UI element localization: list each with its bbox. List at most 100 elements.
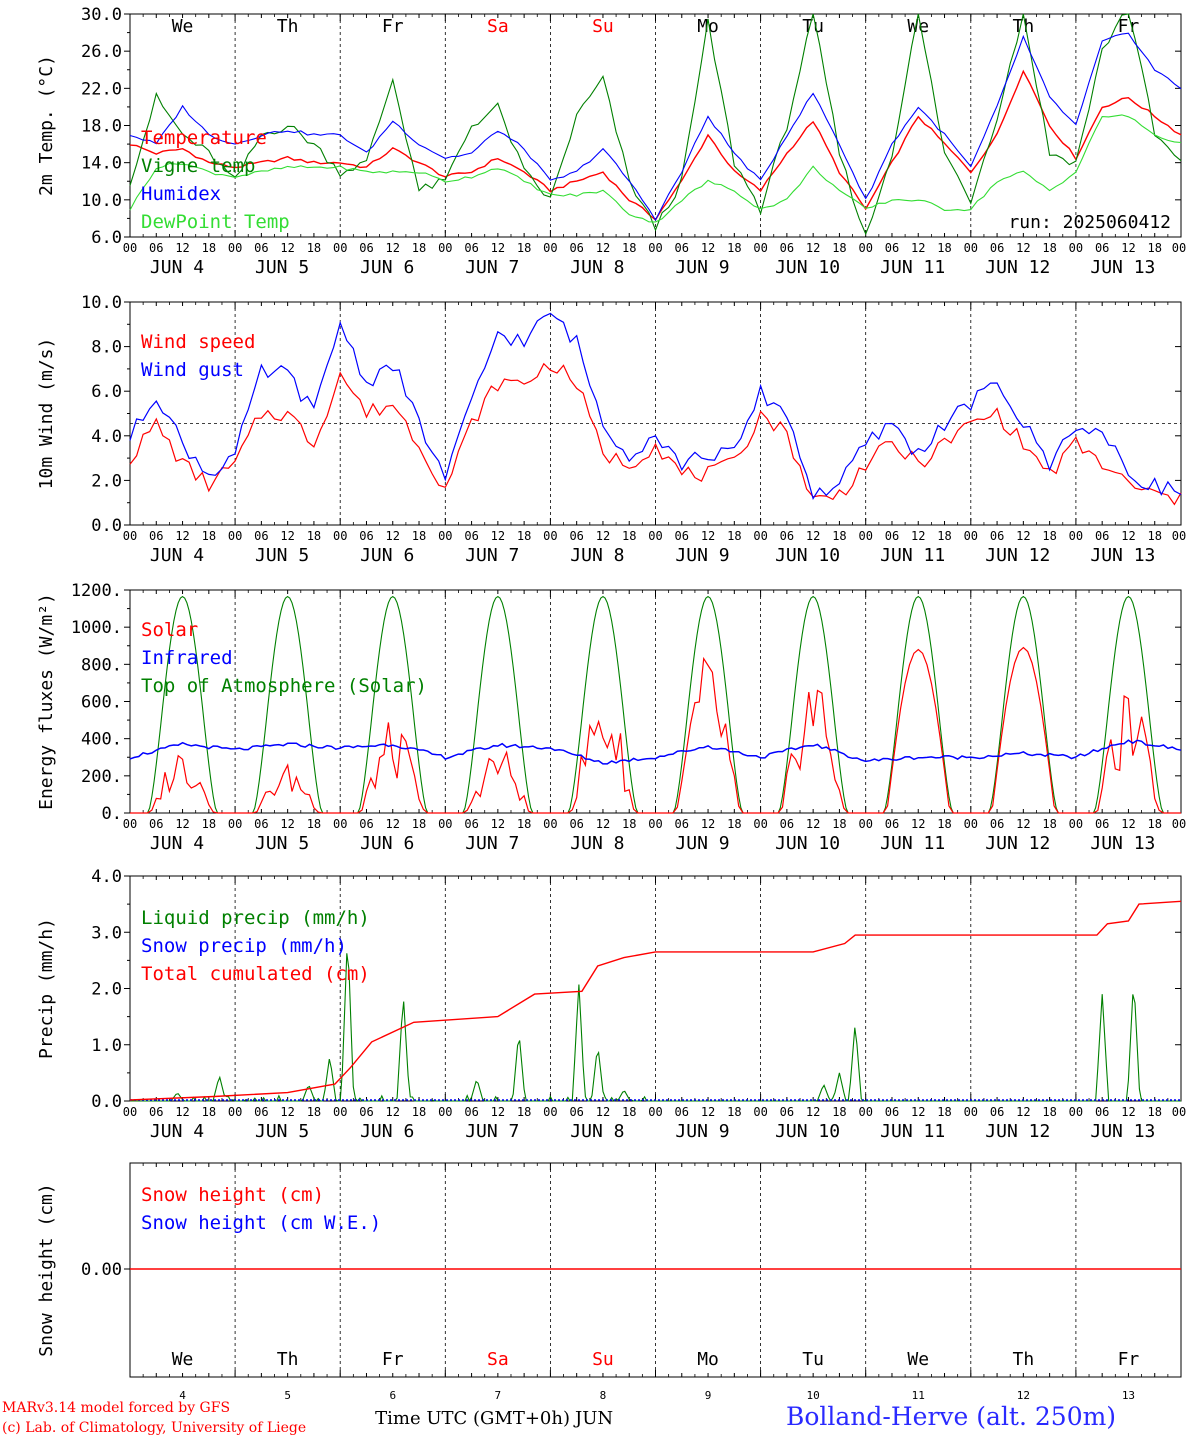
legend-entry: Humidex — [141, 183, 221, 205]
hour-tick-label: 12 — [701, 241, 715, 255]
hour-tick-label: 06 — [885, 241, 899, 255]
y-tick-label: 26.0 — [81, 42, 122, 62]
date-label: JUN 13 — [1090, 833, 1155, 854]
hour-tick-label: 12 — [1121, 241, 1135, 255]
hour-tick-label: 18 — [1042, 241, 1056, 255]
hour-tick-label: 00 — [648, 241, 662, 255]
hour-tick-label: 00 — [1172, 241, 1186, 255]
hour-tick-label: 00 — [333, 1105, 347, 1119]
date-label: JUN 12 — [985, 833, 1050, 854]
hour-tick-label: 00 — [648, 1105, 662, 1119]
hour-tick-label: 12 — [596, 817, 610, 831]
y-tick-label: 400. — [81, 730, 122, 750]
hour-tick-label: 18 — [517, 1105, 531, 1119]
date-label: JUN 13 — [1090, 1121, 1155, 1142]
hour-tick-label: 12 — [701, 529, 715, 543]
hour-tick-label: 06 — [675, 241, 689, 255]
date-label: JUN 11 — [880, 545, 945, 566]
day-number: 5 — [284, 1389, 291, 1402]
hour-tick-label: 06 — [149, 529, 163, 543]
hour-tick-label: 00 — [753, 817, 767, 831]
hour-tick-label: 06 — [149, 817, 163, 831]
solar-line — [130, 646, 1181, 814]
hour-tick-label: 18 — [307, 241, 321, 255]
hour-tick-label: 18 — [202, 817, 216, 831]
panel-frame-2 — [129, 301, 1182, 526]
hour-tick-label: 18 — [727, 241, 741, 255]
hour-tick-label: 00 — [333, 241, 347, 255]
hour-tick-label: 18 — [1147, 241, 1161, 255]
hour-tick-label: 18 — [937, 241, 951, 255]
lab-credit: (c) Lab. of Climatology, University of L… — [2, 1420, 307, 1436]
temp-series-2 — [129, 32, 1182, 222]
hour-tick-label: 06 — [464, 1105, 478, 1119]
hour-tick-label: 00 — [333, 817, 347, 831]
hour-tick-label: 18 — [517, 817, 531, 831]
date-label: JUN 5 — [255, 833, 309, 854]
legend-entry: Snow height (cm W.E.) — [141, 1212, 381, 1234]
hour-tick-label: 12 — [175, 1105, 189, 1119]
date-label: JUN 12 — [985, 257, 1050, 278]
hour-tick-label: 12 — [491, 241, 505, 255]
hour-tick-label: 06 — [780, 529, 794, 543]
day-number: 4 — [179, 1389, 186, 1402]
hour-tick-label: 12 — [806, 1105, 820, 1119]
date-label: JUN 4 — [150, 257, 204, 278]
hour-tick-label: 06 — [990, 529, 1004, 543]
date-label: JUN 6 — [360, 1121, 414, 1142]
hour-tick-label: 12 — [386, 241, 400, 255]
hour-tick-label: 12 — [1121, 529, 1135, 543]
month-label: JUN — [573, 1408, 613, 1429]
hour-tick-label: 12 — [1121, 817, 1135, 831]
hour-tick-label: 18 — [307, 1105, 321, 1119]
hour-tick-label: 00 — [543, 1105, 557, 1119]
panel-frame-3 — [129, 589, 1182, 814]
hour-tick-label: 00 — [1069, 1105, 1083, 1119]
date-label: JUN 6 — [360, 833, 414, 854]
day-number: 7 — [495, 1389, 502, 1402]
hour-tick-label: 12 — [911, 817, 925, 831]
date-label: JUN 4 — [150, 545, 204, 566]
hour-tick-label: 12 — [280, 529, 294, 543]
hour-tick-label: 06 — [1095, 1105, 1109, 1119]
hour-tick-label: 00 — [753, 241, 767, 255]
weekday-label: We — [907, 16, 929, 37]
weekday-label: We — [172, 1349, 194, 1370]
hour-tick-label: 00 — [858, 529, 872, 543]
hour-tick-label: 06 — [464, 241, 478, 255]
hour-tick-label: 18 — [727, 529, 741, 543]
hour-tick-label: 00 — [858, 241, 872, 255]
date-label: JUN 8 — [570, 257, 624, 278]
hour-tick-label: 18 — [517, 241, 531, 255]
y-tick-label: 6.0 — [91, 228, 122, 248]
legend-entry: DewPoint Temp — [141, 211, 290, 233]
y-tick-label: 10.0 — [81, 293, 122, 313]
weekday-label: Mo — [697, 16, 719, 37]
y-tick-label: 800. — [81, 655, 122, 675]
day-number: 11 — [912, 1389, 925, 1402]
weekday-label: We — [172, 16, 194, 37]
y-axis-label-4: Precip (mm/h) — [36, 918, 57, 1059]
y-tick-label: 30.0 — [81, 5, 122, 25]
hour-tick-label: 06 — [1095, 817, 1109, 831]
hour-tick-label: 00 — [1172, 817, 1186, 831]
day-number: 6 — [389, 1389, 396, 1402]
hour-tick-label: 06 — [254, 1105, 268, 1119]
weekday-label: Th — [277, 1349, 299, 1370]
date-label: JUN 7 — [465, 257, 519, 278]
y-tick-label: 18.0 — [81, 117, 122, 137]
hour-tick-label: 06 — [149, 1105, 163, 1119]
date-label: JUN 8 — [570, 545, 624, 566]
hour-tick-label: 00 — [438, 817, 452, 831]
date-label: JUN 7 — [465, 833, 519, 854]
y-tick-label: 0.00 — [81, 1260, 122, 1280]
hour-tick-label: 06 — [990, 241, 1004, 255]
hour-tick-label: 00 — [858, 1105, 872, 1119]
hour-tick-label: 12 — [806, 241, 820, 255]
hour-tick-label: 00 — [228, 817, 242, 831]
date-label: JUN 11 — [880, 257, 945, 278]
hour-tick-label: 18 — [622, 241, 636, 255]
y-axis-label-2: 10m Wind (m/s) — [36, 338, 57, 490]
hour-tick-label: 12 — [386, 1105, 400, 1119]
legend-entry: Liquid precip (mm/h) — [141, 907, 370, 929]
